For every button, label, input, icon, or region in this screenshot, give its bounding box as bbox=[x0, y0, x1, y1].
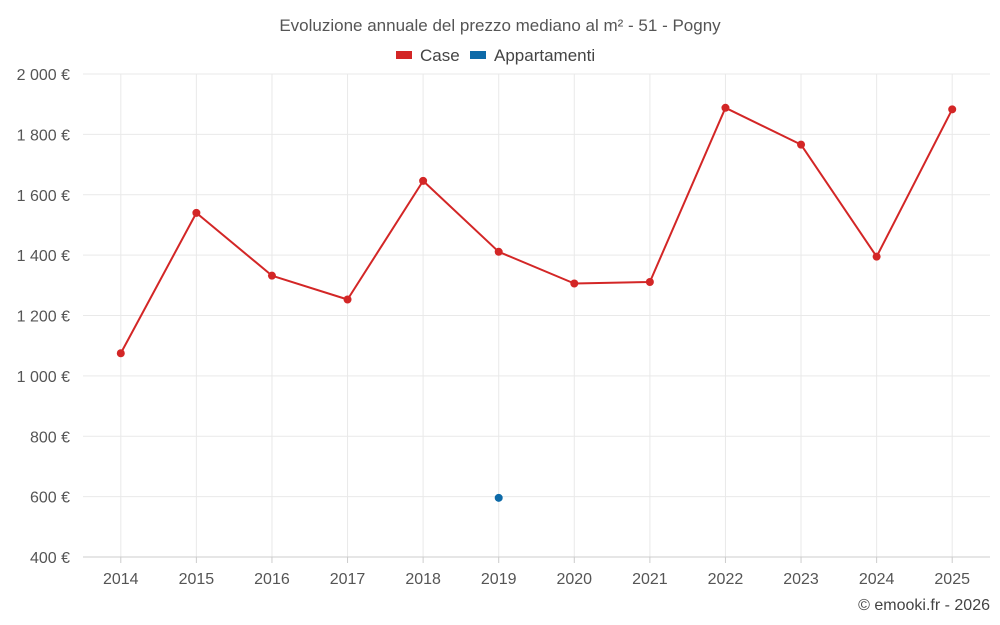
x-tick-label: 2019 bbox=[481, 571, 517, 588]
data-point-case-2020[interactable] bbox=[570, 279, 579, 288]
y-tick-label: 400 € bbox=[30, 550, 70, 567]
x-tick-label: 2025 bbox=[934, 571, 970, 588]
legend-item-appartamenti[interactable]: Appartamenti bbox=[470, 46, 595, 65]
legend-swatch-appartamenti bbox=[470, 51, 486, 59]
x-tick-label: 2018 bbox=[405, 571, 441, 588]
y-tick-label: 1 400 € bbox=[17, 248, 70, 265]
credit: © emooki.fr - 2026 bbox=[858, 597, 990, 614]
y-tick-label: 1 800 € bbox=[17, 127, 70, 144]
y-tick-label: 1 600 € bbox=[17, 188, 70, 205]
y-tick-label: 1 200 € bbox=[17, 309, 70, 326]
series-layer bbox=[116, 103, 957, 502]
legend-swatch-case bbox=[396, 51, 412, 59]
data-point-case-2018[interactable] bbox=[419, 176, 428, 185]
y-axis: 400 € 600 € 800 € 1 000 € 1 200 € 1 400 € 1 60… bbox=[17, 67, 70, 567]
series-line-case bbox=[119, 106, 954, 354]
data-point-case-2017[interactable] bbox=[343, 295, 352, 304]
x-tick-label: 2022 bbox=[708, 571, 744, 588]
legend: Case Appartamenti bbox=[396, 46, 595, 65]
x-tick-label: 2014 bbox=[103, 571, 139, 588]
grid bbox=[83, 73, 990, 557]
y-tick-label: 2 000 € bbox=[17, 67, 70, 84]
data-point-case-2024[interactable] bbox=[872, 252, 881, 261]
x-tick-label: 2023 bbox=[783, 571, 819, 588]
legend-label-case: Case bbox=[420, 46, 460, 65]
x-tick-label: 2020 bbox=[556, 571, 592, 588]
legend-label-appartamenti: Appartamenti bbox=[494, 46, 595, 65]
x-tick-label: 2024 bbox=[859, 571, 895, 588]
x-tick-label: 2021 bbox=[632, 571, 668, 588]
data-point-case-2025[interactable] bbox=[948, 105, 957, 114]
data-point-case-2014[interactable] bbox=[116, 349, 125, 358]
x-tick-label: 2017 bbox=[330, 571, 366, 588]
data-point-case-2015[interactable] bbox=[192, 208, 201, 217]
y-tick-label: 1 000 € bbox=[17, 369, 70, 386]
x-tick-label: 2015 bbox=[179, 571, 215, 588]
legend-item-case[interactable]: Case bbox=[396, 46, 460, 65]
data-point-case-2019[interactable] bbox=[494, 247, 503, 256]
x-axis: 2014 2015 2016 2017 2018 2019 2020 2021 2022 2023… bbox=[83, 556, 990, 588]
data-point-case-2021[interactable] bbox=[645, 277, 654, 286]
data-point-case-2016[interactable] bbox=[267, 271, 276, 280]
y-tick-label: 600 € bbox=[30, 490, 70, 507]
data-point-case-2023[interactable] bbox=[797, 140, 806, 149]
chart-title: Evoluzione annuale del prezzo mediano al… bbox=[279, 16, 721, 35]
y-tick-label: 800 € bbox=[30, 429, 70, 446]
data-point-appartamenti-2019[interactable] bbox=[494, 493, 503, 502]
data-point-case-2022[interactable] bbox=[721, 103, 730, 112]
x-tick-label: 2016 bbox=[254, 571, 290, 588]
